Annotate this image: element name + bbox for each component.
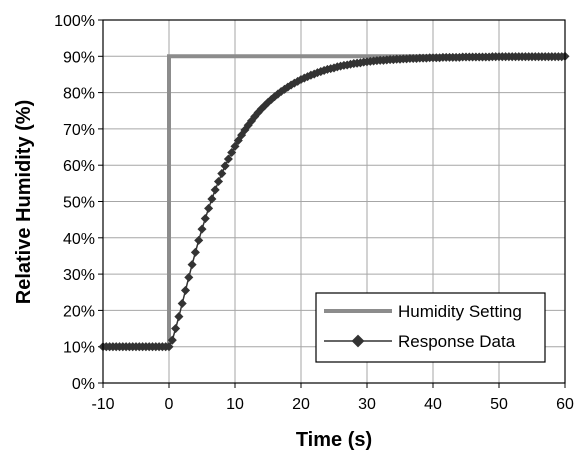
data-point-response-data xyxy=(207,194,217,204)
x-tick-label: 50 xyxy=(490,396,508,413)
x-tick-label: 10 xyxy=(226,396,244,413)
y-tick-label: 50% xyxy=(63,195,95,212)
legend-marker-response-data xyxy=(351,334,365,348)
y-tick-label: 60% xyxy=(63,158,95,175)
series-layer xyxy=(98,51,570,352)
y-tick-label: 30% xyxy=(63,267,95,284)
y-tick-label: 100% xyxy=(54,13,95,30)
legend: Humidity Setting Response Data xyxy=(315,292,546,363)
data-point-response-data xyxy=(217,169,227,179)
x-tick-label: 60 xyxy=(556,396,574,413)
y-tick-label: 70% xyxy=(63,122,95,139)
y-tick-label: 80% xyxy=(63,86,95,103)
data-point-response-data xyxy=(197,224,207,234)
x-axis-ticks: -10 0 10 20 30 40 50 60 xyxy=(91,383,574,413)
data-point-response-data xyxy=(174,312,184,322)
x-tick-label: 30 xyxy=(358,396,376,413)
x-axis-title: Time (s) xyxy=(296,429,372,451)
data-point-response-data xyxy=(180,285,191,295)
legend-box xyxy=(315,292,546,363)
data-point-response-data xyxy=(184,272,194,282)
legend-label-humidity-setting: Humidity Setting xyxy=(398,302,522,321)
y-tick-label: 0% xyxy=(72,376,95,393)
data-point-response-data xyxy=(210,185,220,195)
x-tick-label: 40 xyxy=(424,396,442,413)
data-point-response-data xyxy=(213,177,224,187)
x-tick-label: 0 xyxy=(165,396,174,413)
y-tick-label: 90% xyxy=(63,49,95,66)
y-tick-label: 40% xyxy=(63,231,95,248)
data-point-response-data xyxy=(167,335,177,345)
data-point-response-data xyxy=(177,298,187,309)
data-point-response-data xyxy=(164,342,174,352)
legend-label-response-data: Response Data xyxy=(398,332,516,351)
data-point-response-data xyxy=(194,235,204,245)
y-tick-label: 20% xyxy=(63,303,95,320)
y-axis-ticks: 0% 10% 20% 30% 40% 50% 60% 70% 80% 90% 100% xyxy=(54,13,103,393)
x-tick-label: 20 xyxy=(292,396,310,413)
y-tick-label: 10% xyxy=(63,340,95,357)
plot-area-border xyxy=(102,19,566,384)
data-point-response-data xyxy=(227,147,237,158)
x-tick-label: -10 xyxy=(91,396,114,413)
y-axis-title: Relative Humidity (%) xyxy=(13,100,35,304)
